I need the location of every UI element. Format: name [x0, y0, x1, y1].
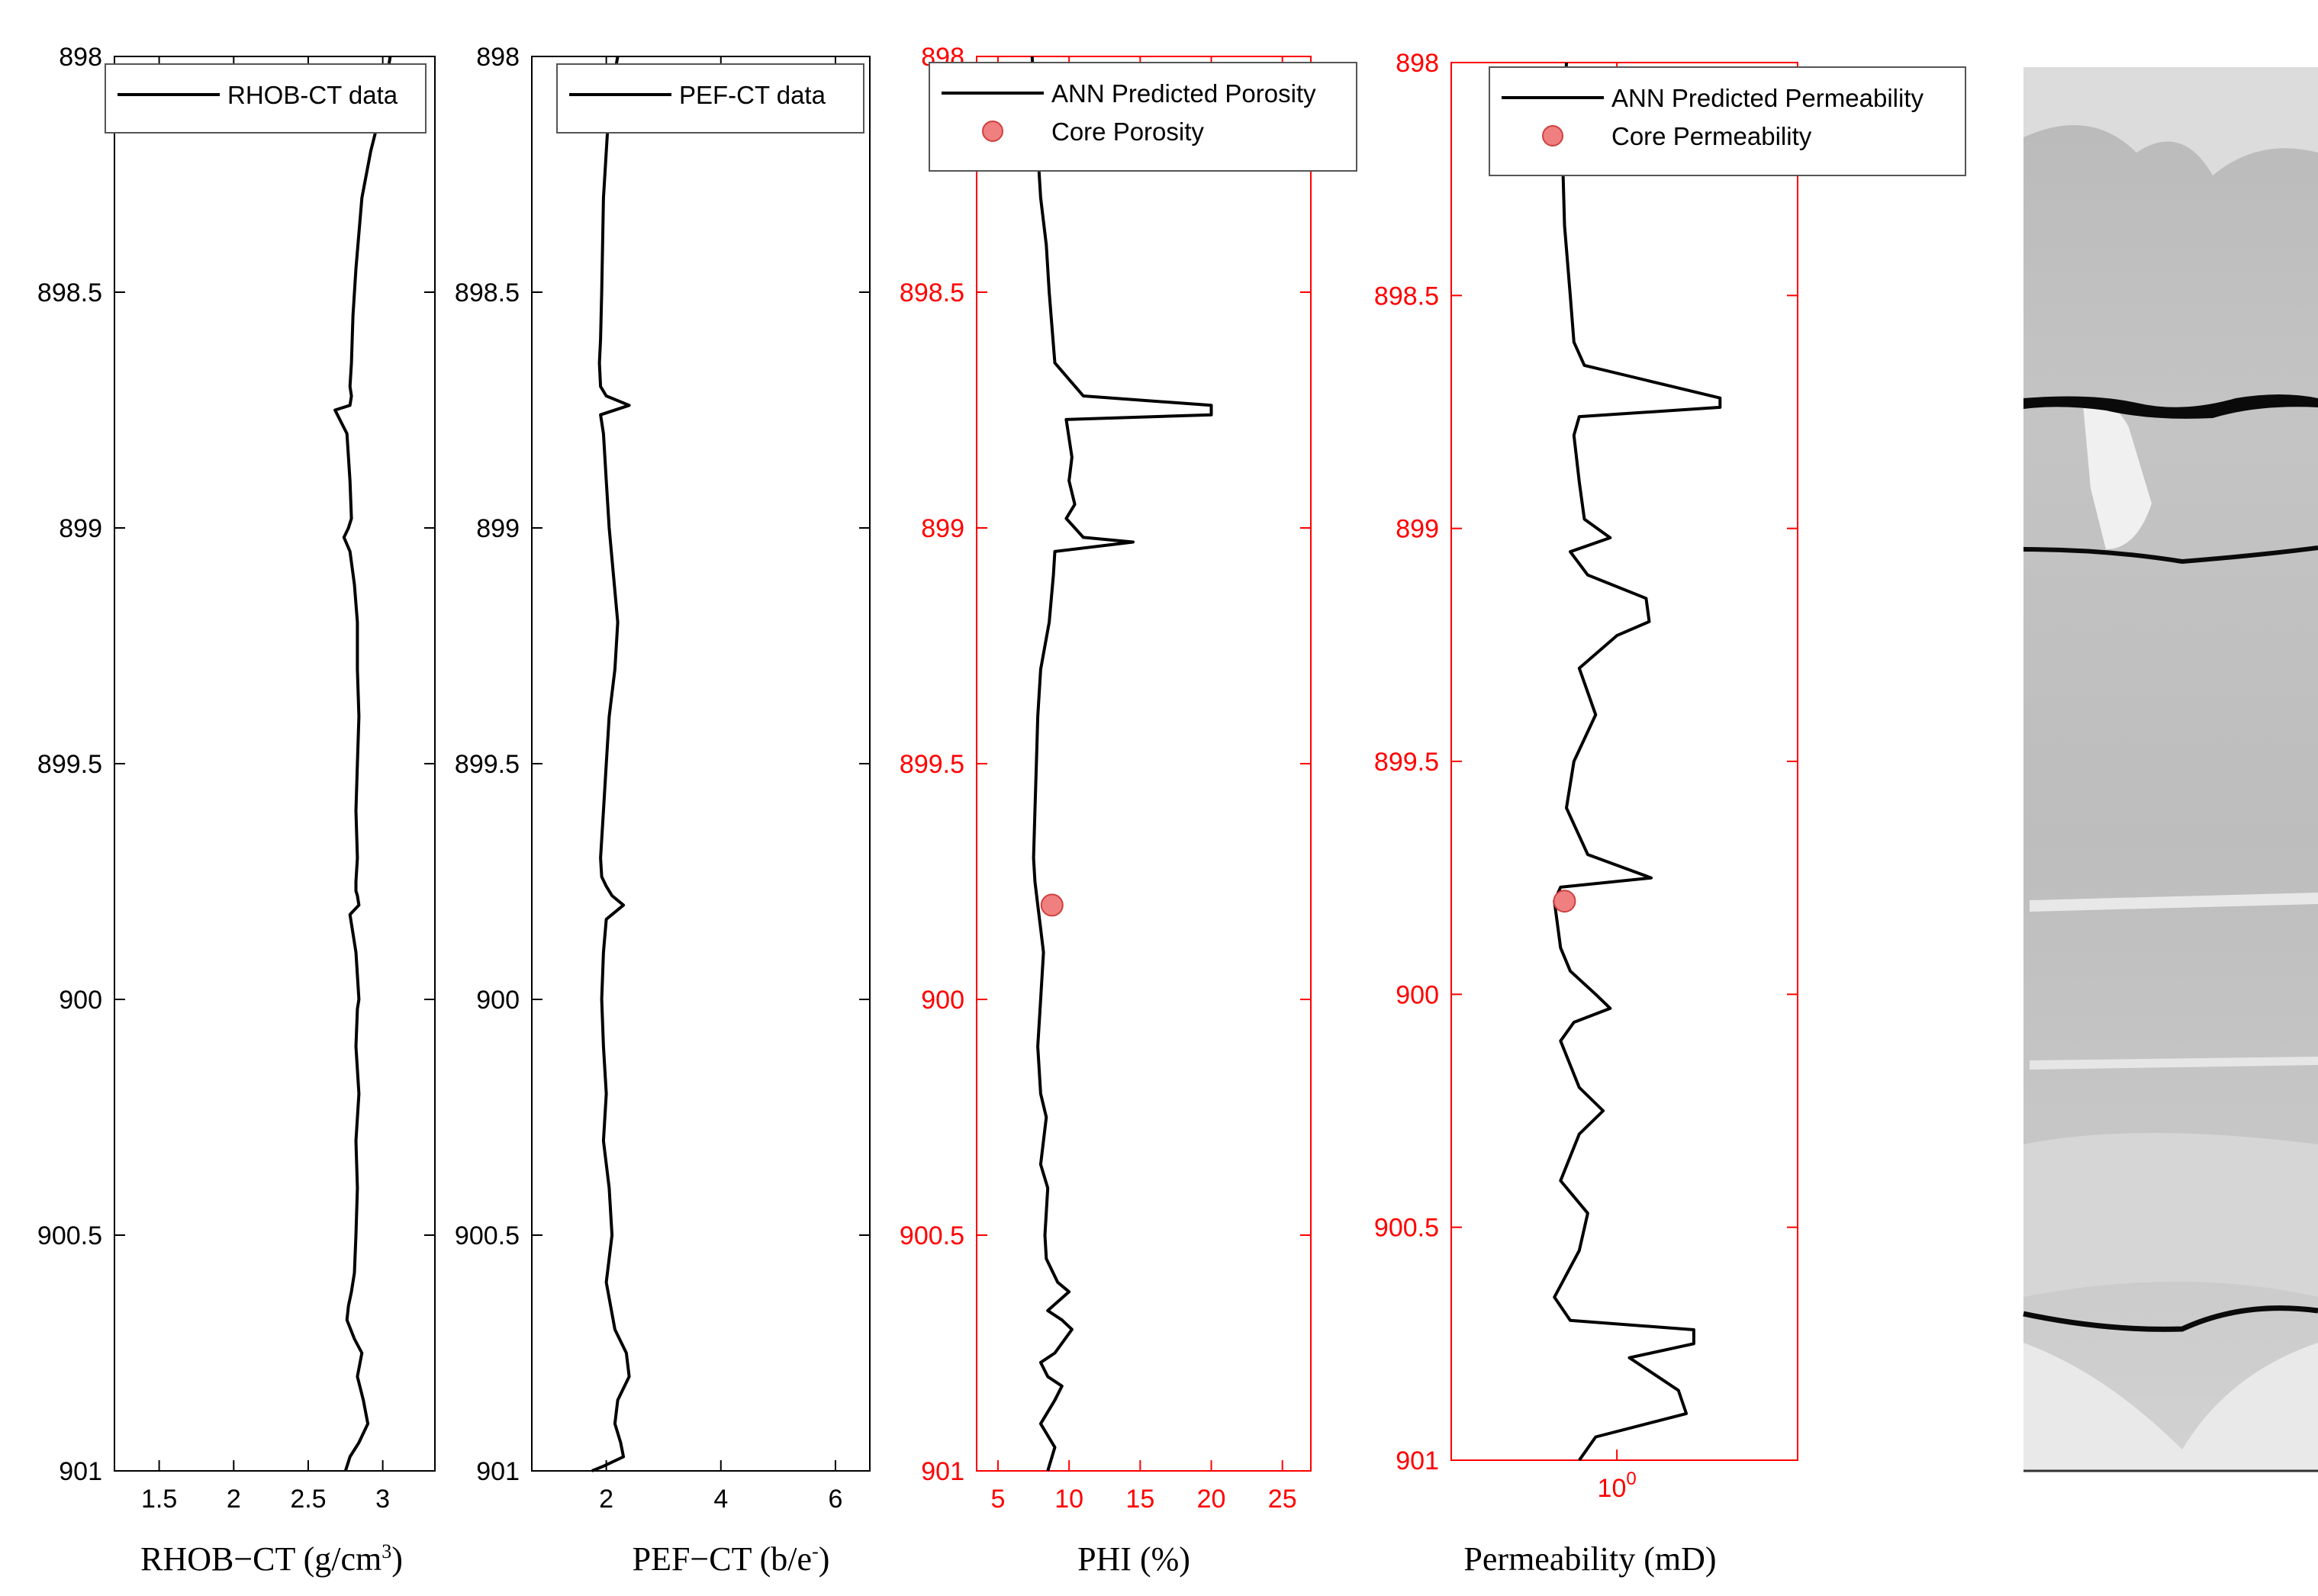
track-rhob: 898 898.5 899 899.5 900 900.5 901 1.5 2 2.5 3 RHOB…: [37, 43, 436, 1578]
x-tick-label: 100: [1598, 1469, 1637, 1503]
x-tick-label: 4: [713, 1485, 728, 1514]
plot-frame: [531, 56, 871, 1472]
series-line: [1553, 62, 1722, 1462]
track-perm-frame: [1450, 62, 1798, 1461]
track-pef: 898 898.5 899 899.5 900 900.5 901 2 4 6 PEF-CT da…: [455, 43, 871, 1578]
legend-marker-swatch: [982, 121, 1003, 142]
y-tick-label: 901: [921, 1457, 964, 1486]
legend-box: [556, 63, 864, 134]
track-rhob-ticks: 898 898.5 899 899.5 900 900.5 901 1.5 2 2.5 3: [37, 43, 435, 1514]
y-tick-label: 898.5: [455, 278, 520, 307]
y-tick-label: 900.5: [900, 1221, 964, 1250]
y-tick-label: 898: [1396, 49, 1439, 78]
series-line: [333, 56, 392, 1472]
x-tick-label: 15: [1125, 1485, 1154, 1514]
y-tick-label: 901: [1396, 1446, 1439, 1475]
legend-label: Core Porosity: [1051, 117, 1204, 146]
legend-box: [929, 62, 1357, 172]
core-ct-bright-streak-1: [2030, 893, 2318, 912]
track-perm-curve-group: [1553, 62, 1722, 1462]
legend-marker-swatch: [1542, 125, 1563, 146]
x-tick-label: 6: [828, 1485, 842, 1514]
core-ct-bright-patch: [2083, 403, 2152, 549]
core-ct-bright-streak-2: [2030, 1057, 2318, 1070]
track-phi-legend: ANN Predicted Porosity Core Porosity: [929, 62, 1357, 172]
y-tick-label: 900.5: [37, 1221, 102, 1250]
x-tick-label: 10: [1054, 1485, 1083, 1514]
track-pef-legend: PEF-CT data: [556, 63, 864, 134]
legend-label: ANN Predicted Permeability: [1611, 84, 1924, 112]
y-tick-label: 899: [1396, 515, 1439, 544]
x-tick-label: 2: [599, 1485, 613, 1514]
track-perm-legend: ANN Predicted Permeability Core Permeabil…: [1489, 66, 1966, 176]
track-perm-xlabel: Permeability (mD): [1463, 1540, 1716, 1578]
core-ct-bottom-bright-region: [2023, 1343, 2318, 1471]
y-tick-label: 899: [476, 514, 520, 543]
track-perm-ticks: 898 898.5 899 899.5 900 900.5 901 100: [1374, 49, 1798, 1503]
x-tick-label: 25: [1268, 1485, 1297, 1514]
y-tick-label: 899.5: [1374, 748, 1439, 777]
core-ct-top-bright-region: [2023, 67, 2318, 175]
track-pef-curve-group: [591, 56, 631, 1472]
legend-label: ANN Predicted Porosity: [1051, 79, 1316, 108]
y-tick-label: 901: [476, 1457, 520, 1486]
data-point: [1553, 890, 1576, 913]
track-phi-curve-group: [1030, 56, 1213, 1472]
x-tick-label: 5: [990, 1485, 1005, 1514]
x-tick-label: 1.5: [141, 1485, 177, 1514]
track-rhob-frame: [114, 56, 436, 1472]
y-tick-label: 900: [59, 986, 102, 1015]
core-ct-fracture-2: [2023, 545, 2318, 565]
core-ct-image: [2023, 67, 2318, 1472]
legend-box: [105, 63, 427, 134]
y-tick-label: 899: [59, 514, 102, 543]
y-tick-label: 898: [476, 43, 520, 72]
track-pef-frame: [531, 56, 871, 1472]
core-ct-bright-region-lower: [2023, 1133, 2318, 1297]
track-pef-ticks: 898 898.5 899 899.5 900 900.5 901 2 4 6: [455, 43, 870, 1514]
y-tick-label: 901: [59, 1457, 102, 1486]
y-tick-label: 898: [59, 43, 102, 72]
y-tick-label: 900.5: [455, 1221, 520, 1250]
data-point: [1040, 893, 1064, 917]
y-tick-label: 900: [921, 986, 964, 1015]
y-tick-label: 900: [476, 986, 520, 1015]
track-rhob-curve-group: [333, 56, 392, 1472]
y-tick-label: 899: [921, 514, 964, 543]
plot-frame: [976, 56, 1312, 1472]
track-phi-frame: [976, 56, 1312, 1472]
track-perm: 898 898.5 899 899.5 900 900.5 901 100 ANN Predi…: [1374, 49, 1966, 1578]
legend-label: RHOB-CT data: [227, 81, 398, 109]
x-tick-label: 20: [1197, 1485, 1226, 1514]
y-tick-label: 900: [1396, 980, 1439, 1009]
x-tick-label: 3: [375, 1485, 390, 1514]
track-rhob-legend: RHOB-CT data: [105, 63, 427, 134]
legend-label: Core Permeability: [1611, 122, 1812, 150]
core-ct-fracture-1: [2023, 394, 2318, 419]
y-tick-label: 900.5: [1374, 1214, 1439, 1243]
y-tick-label: 899.5: [900, 750, 964, 779]
series-line: [1030, 56, 1213, 1472]
legend-box: [1489, 66, 1966, 176]
track-rhob-xlabel: RHOB−CT (g/cm3): [140, 1540, 403, 1578]
y-tick-label: 898.5: [37, 278, 102, 307]
x-tick-label: 2: [227, 1485, 241, 1514]
plot-frame: [114, 56, 436, 1472]
track-pef-xlabel: PEF−CT (b/e-): [633, 1540, 830, 1578]
y-tick-label: 899.5: [37, 750, 102, 779]
legend-label: PEF-CT data: [679, 81, 826, 109]
series-line: [591, 56, 631, 1472]
track-phi-xlabel: PHI (%): [1077, 1540, 1190, 1578]
plot-frame: [1450, 62, 1798, 1461]
y-tick-label: 899.5: [455, 750, 520, 779]
core-ct-fracture-3: [2023, 1305, 2318, 1332]
y-tick-label: 898.5: [1374, 282, 1439, 311]
y-tick-label: 898.5: [900, 278, 964, 307]
x-tick-label: 2.5: [290, 1485, 326, 1514]
